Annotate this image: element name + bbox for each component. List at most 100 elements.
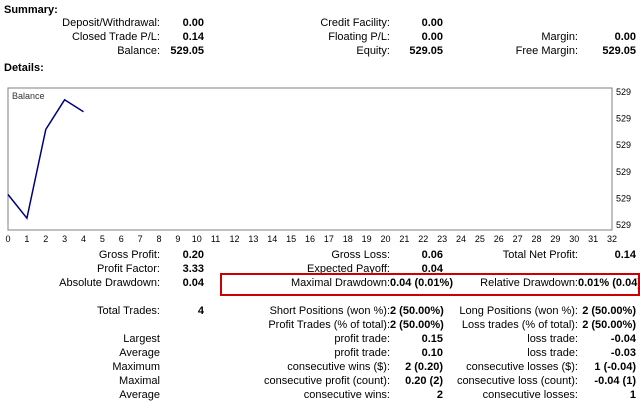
x-tick-label: 21 (399, 234, 409, 244)
details-stat-value: 0.20 (182, 249, 204, 261)
y-tick-label: 529 (616, 114, 631, 124)
details-row: Maximal consecutive profit (count): 0.20 (… (2, 374, 638, 388)
details-stat-value: 1 (-0.04) (594, 361, 636, 373)
summary-stat-value: 529.05 (602, 45, 636, 57)
x-tick-label: 1 (24, 234, 29, 244)
details-stat-value: 2 (50.00%) (390, 305, 444, 317)
x-tick-label: 12 (229, 234, 239, 244)
details-row: Largest profit trade: 0.15 loss trade: -0.04 (2, 332, 638, 346)
y-tick-label: 529 (616, 220, 631, 230)
summary-stat-label: Balance: (117, 45, 160, 57)
details-stat-value: -0.03 (610, 347, 636, 359)
x-tick-label: 6 (119, 234, 124, 244)
details-section-title: Details: (4, 62, 44, 74)
details-stat-value (160, 318, 204, 332)
x-tick-label: 0 (5, 234, 10, 244)
summary-stat-value (578, 16, 636, 30)
summary-stat-label: Equity: (356, 45, 390, 57)
summary-stat-value: 529.05 (409, 45, 443, 57)
summary-stat-label: Floating P/L: (328, 31, 390, 43)
x-tick-label: 27 (513, 234, 523, 244)
details-stat-value: -0.04 (1) (594, 375, 636, 387)
summary-stat-value: 529.05 (170, 45, 204, 57)
details-spacer-row (2, 290, 638, 304)
x-tick-label: 30 (569, 234, 579, 244)
details-stat-value: 0.20 (2) (405, 375, 443, 387)
details-row: Profit Factor: 3.33 Expected Payoff: 0.04 (2, 262, 638, 276)
summary-row: Closed Trade P/L: 0.14 Floating P/L: 0.00 Ma… (2, 30, 638, 44)
x-tick-label: 32 (607, 234, 617, 244)
details-stat-label: consecutive wins: (303, 389, 390, 401)
x-tick-label: 14 (267, 234, 277, 244)
details-row: Gross Profit: 0.20 Gross Loss: 0.06 Total Ne… (2, 248, 638, 262)
x-tick-label: 2 (43, 234, 48, 244)
summary-table: Deposit/Withdrawal: 0.00 Credit Facility: 0… (2, 16, 638, 58)
details-stat-label: Total Trades: (97, 305, 160, 317)
details-stat-label (443, 262, 578, 276)
x-tick-label: 15 (286, 234, 296, 244)
details-stat-value (578, 262, 636, 276)
details-stat-label: Average (119, 347, 160, 359)
details-row: Total Trades: 4 Short Positions (won %): 2 … (2, 304, 638, 318)
summary-stat-label: Credit Facility: (320, 17, 390, 29)
details-stat-label: profit trade: (334, 347, 390, 359)
summary-stat-label: Deposit/Withdrawal: (62, 17, 160, 29)
y-tick-label: 529 (616, 140, 631, 150)
details-stat-label: Expected Payoff: (307, 263, 390, 275)
details-stat-value: 3.33 (182, 263, 204, 275)
x-tick-label: 23 (437, 234, 447, 244)
details-stat-value: 2 (436, 389, 443, 401)
details-stat-label: loss trade: (527, 333, 578, 345)
details-stat-label: consecutive losses ($): (466, 361, 578, 373)
x-tick-label: 17 (324, 234, 334, 244)
details-stat-label: Total Net Profit: (502, 249, 578, 261)
x-tick-label: 31 (588, 234, 598, 244)
details-stat-value: 0.01% (0.04) (578, 277, 640, 289)
details-stat-label: Maximal (119, 375, 160, 387)
details-stat-label (2, 318, 160, 332)
summary-stat-value: 0.00 (421, 17, 443, 29)
details-stat-label: Gross Loss: (331, 249, 390, 261)
details-stat-value (160, 374, 204, 388)
details-stat-value (160, 332, 204, 346)
details-stat-value: 0.04 (421, 263, 443, 275)
details-stat-value: 0.10 (421, 347, 443, 359)
balance-line (7, 98, 84, 220)
summary-stat-label (443, 16, 578, 30)
details-stat-value: 0.15 (421, 333, 443, 345)
summary-stat-label: Free Margin: (515, 45, 578, 57)
x-tick-label: 3 (62, 234, 67, 244)
x-tick-label: 29 (550, 234, 560, 244)
details-stat-value: -0.04 (610, 333, 636, 345)
x-tick-label: 25 (475, 234, 485, 244)
balance-chart-area: Balance 0 1 2 3 4 5 6 7 8 9 10 11 12 13 14 15 16 17 18 19 20 2… (0, 86, 640, 248)
details-stat-label: Largest (123, 333, 160, 345)
details-stat-label: Profit Trades (% of total): (268, 319, 390, 331)
chart-plot-border (7, 87, 613, 231)
x-tick-label: 28 (531, 234, 541, 244)
details-row: Absolute Drawdown: 0.04 Maximal Drawdown: 0… (2, 276, 640, 290)
x-tick-label: 16 (305, 234, 315, 244)
details-stat-label: Maximal Drawdown: (290, 277, 390, 289)
details-stat-label: loss trade: (527, 347, 578, 359)
x-tick-label: 13 (248, 234, 258, 244)
details-stat-value: 2 (50.00%) (582, 319, 636, 331)
details-stat-label: Average (119, 389, 160, 401)
details-row: Average profit trade: 0.10 loss trade: -0.03 (2, 346, 638, 360)
details-stat-label: consecutive loss (count): (456, 375, 578, 387)
x-tick-label: 10 (192, 234, 202, 244)
details-stat-value (160, 360, 204, 374)
x-tick-label: 5 (100, 234, 105, 244)
x-tick-label: 11 (211, 234, 220, 244)
summary-stat-value: 0.00 (421, 31, 443, 43)
y-tick-label: 529 (616, 167, 631, 177)
x-tick-label: 24 (456, 234, 466, 244)
details-stat-label: Gross Profit: (98, 249, 160, 261)
details-row: Average consecutive wins: 2 consecutive los… (2, 388, 638, 402)
details-stat-label: Relative Drawdown: (480, 277, 578, 289)
details-stat-value: 2 (50.00%) (582, 305, 636, 317)
summary-row: Balance: 529.05 Equity: 529.05 Free Margin: 5… (2, 44, 638, 58)
details-stat-value: 0.14 (614, 249, 636, 261)
details-stat-label: consecutive profit (count): (264, 375, 390, 387)
x-tick-label: 7 (138, 234, 143, 244)
